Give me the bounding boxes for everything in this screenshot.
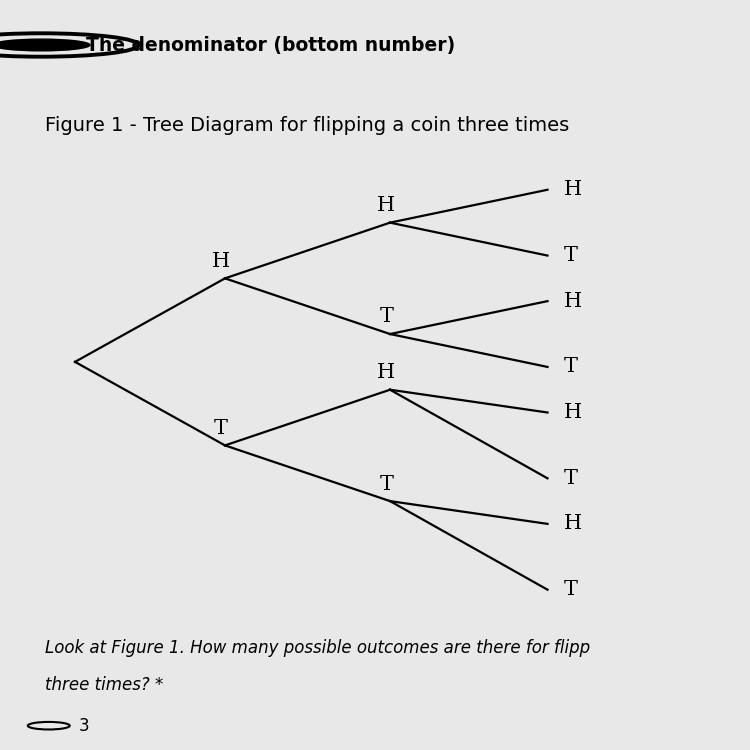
Text: Figure 1 - Tree Diagram for flipping a coin three times: Figure 1 - Tree Diagram for flipping a c… [45, 116, 569, 135]
Text: 3: 3 [79, 717, 89, 735]
Text: T: T [380, 475, 393, 494]
Text: H: H [564, 514, 582, 533]
Text: The denominator (bottom number): The denominator (bottom number) [86, 35, 455, 55]
Text: T: T [214, 419, 228, 438]
Text: T: T [564, 358, 578, 376]
Text: H: H [377, 196, 395, 215]
Text: T: T [564, 580, 578, 599]
Text: Look at Figure 1. How many possible outcomes are there for flipp: Look at Figure 1. How many possible outc… [45, 639, 590, 657]
Text: H: H [377, 363, 395, 382]
Text: T: T [380, 308, 393, 326]
Text: T: T [564, 469, 578, 488]
Text: H: H [212, 252, 230, 271]
Text: H: H [564, 292, 582, 310]
Text: three times? *: three times? * [45, 676, 164, 694]
Text: T: T [564, 246, 578, 265]
Text: H: H [564, 403, 582, 422]
Circle shape [0, 39, 90, 51]
Text: H: H [564, 180, 582, 200]
